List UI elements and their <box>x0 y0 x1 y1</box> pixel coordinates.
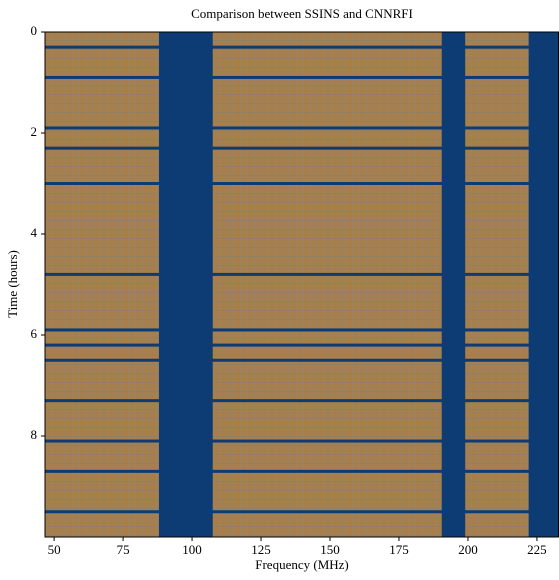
heatmap-texture <box>45 32 559 537</box>
flag-row <box>45 45 559 49</box>
x-axis-label: Frequency (MHz) <box>255 557 349 572</box>
flag-row <box>45 75 559 79</box>
flag-row <box>45 182 559 185</box>
x-tick-label: 200 <box>458 542 478 557</box>
y-tick-label: 6 <box>31 326 38 341</box>
flag-band <box>528 32 559 537</box>
y-tick-label: 8 <box>31 427 38 442</box>
flag-row <box>45 510 559 514</box>
y-axis-label: Time (hours) <box>5 250 20 318</box>
flag-row <box>45 469 559 473</box>
flag-row <box>45 126 559 130</box>
x-tick-label: 150 <box>320 542 340 557</box>
x-tick-label: 175 <box>389 542 409 557</box>
x-tick-label: 75 <box>117 542 130 557</box>
x-tick-label: 50 <box>48 542 61 557</box>
flag-row <box>45 328 559 332</box>
y-tick-label: 2 <box>31 124 38 139</box>
y-tick-label: 0 <box>31 23 38 38</box>
flag-row <box>45 272 559 276</box>
chart-title: Comparison between SSINS and CNNRFI <box>191 6 413 21</box>
flag-row <box>45 146 559 150</box>
flag-row <box>45 358 559 362</box>
y-tick-label: 4 <box>31 225 38 240</box>
x-tick-label: 125 <box>251 542 271 557</box>
flag-row <box>45 439 559 443</box>
flag-row <box>45 399 559 403</box>
flag-band <box>441 32 466 537</box>
flag-row <box>45 343 559 347</box>
flag-band <box>158 32 213 537</box>
x-tick-label: 225 <box>527 542 547 557</box>
x-tick-label: 100 <box>182 542 202 557</box>
